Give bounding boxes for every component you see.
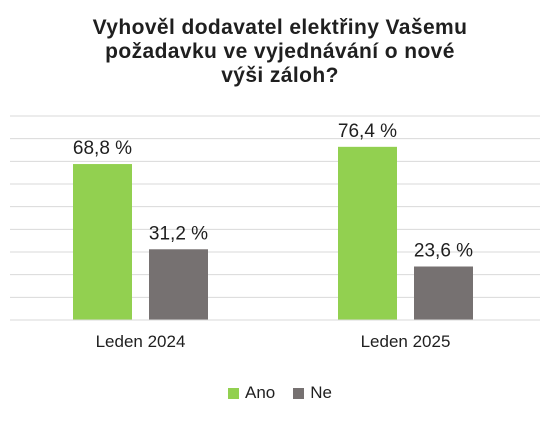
legend-label-ano: Ano [245, 383, 276, 402]
category-label-2: Leden 2025 [361, 332, 451, 351]
legend-swatch-ano [228, 387, 239, 399]
legend-label-ne: Ne [310, 383, 332, 402]
category-label-1: Leden 2024 [96, 332, 186, 351]
legend-item-ne: Ne [293, 383, 332, 403]
data-label-ano-1: 68,8 % [73, 138, 132, 159]
bar-ne-2 [414, 266, 473, 320]
data-label-ne-1: 31,2 % [149, 223, 208, 244]
chart-title-line-2: požadavku ve vyjednávání o nové [105, 40, 455, 63]
chart-title: Vyhověl dodavatel elektřiny Vašemu požad… [0, 16, 560, 88]
plot-area: 68,8 % 31,2 % Leden 2024 76,4 % 23,6 % Leden … [10, 115, 540, 351]
legend-item-ano: Ano [228, 383, 275, 403]
legend: Ano Ne [0, 383, 560, 403]
legend-swatch-ne [293, 387, 305, 399]
chart-title-line-1: Vyhověl dodavatel elektřiny Vašemu [92, 16, 468, 39]
bar-ano-2 [338, 146, 397, 320]
data-label-ano-2: 76,4 % [338, 121, 397, 142]
chart-title-line-3: výši záloh? [221, 64, 339, 87]
bar-ano-1 [73, 164, 132, 320]
data-label-ne-2: 23,6 % [414, 241, 473, 262]
bar-ne-1 [149, 249, 208, 320]
